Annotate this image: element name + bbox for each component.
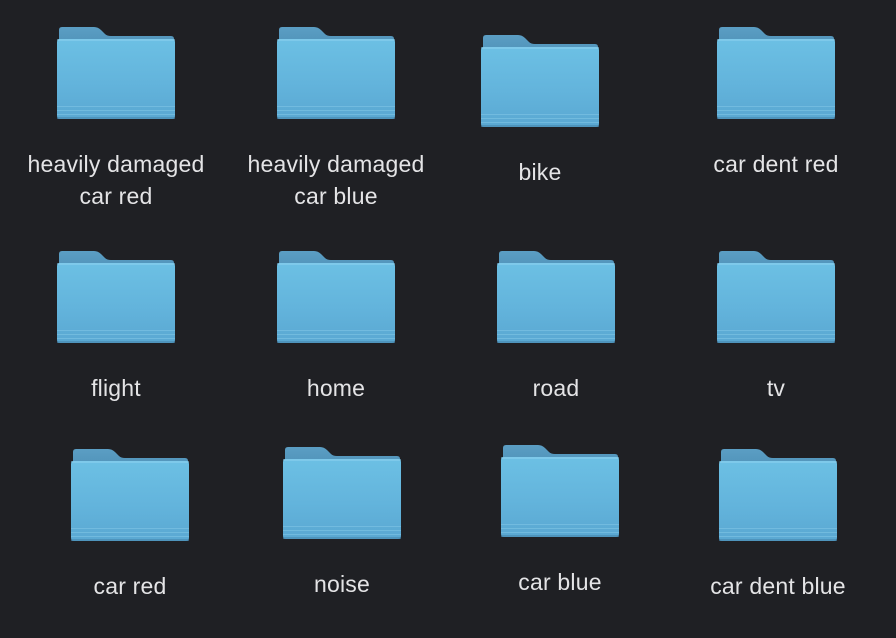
folder-label: car red xyxy=(93,573,167,599)
folder-icon xyxy=(500,444,620,540)
folder-item-flight[interactable]: flight xyxy=(6,250,226,404)
folder-item-noise[interactable]: noise xyxy=(232,446,452,600)
folder-label: car blue xyxy=(518,569,602,595)
folder-item-bike[interactable]: bike xyxy=(430,34,650,188)
folder-label: noise xyxy=(314,571,370,597)
folder-item-heavily-damaged-car-blue[interactable]: heavily damaged car blue xyxy=(226,26,446,212)
folder-icon xyxy=(56,250,176,346)
folder-icon xyxy=(496,250,616,346)
folder-item-car-blue[interactable]: car blue xyxy=(450,444,670,598)
folder-label: flight xyxy=(91,375,141,401)
folder-icon xyxy=(480,34,600,130)
folder-label: car dent red xyxy=(713,151,839,177)
folder-label: bike xyxy=(518,159,562,185)
folder-icon xyxy=(70,448,190,544)
folder-icon xyxy=(718,448,838,544)
folder-icon xyxy=(716,250,836,346)
folder-label: road xyxy=(532,375,580,401)
folder-item-heavily-damaged-car-red[interactable]: heavily damaged car red xyxy=(6,26,226,212)
folder-item-home[interactable]: home xyxy=(226,250,446,404)
folder-icon xyxy=(282,446,402,542)
folder-label: car dent blue xyxy=(710,573,846,599)
folder-label: heavily damaged car blue xyxy=(247,151,425,209)
folder-item-car-dent-blue[interactable]: car dent blue xyxy=(668,448,888,602)
folder-icon xyxy=(276,26,396,122)
folder-label: home xyxy=(306,375,366,401)
folder-label: tv xyxy=(766,375,786,401)
folder-icon xyxy=(56,26,176,122)
folder-icon xyxy=(276,250,396,346)
folder-item-car-red[interactable]: car red xyxy=(20,448,240,602)
folder-icon xyxy=(716,26,836,122)
folder-item-tv[interactable]: tv xyxy=(666,250,886,404)
folder-label: heavily damaged car red xyxy=(27,151,205,209)
folder-item-road[interactable]: road xyxy=(446,250,666,404)
folder-item-car-dent-red[interactable]: car dent red xyxy=(666,26,886,180)
